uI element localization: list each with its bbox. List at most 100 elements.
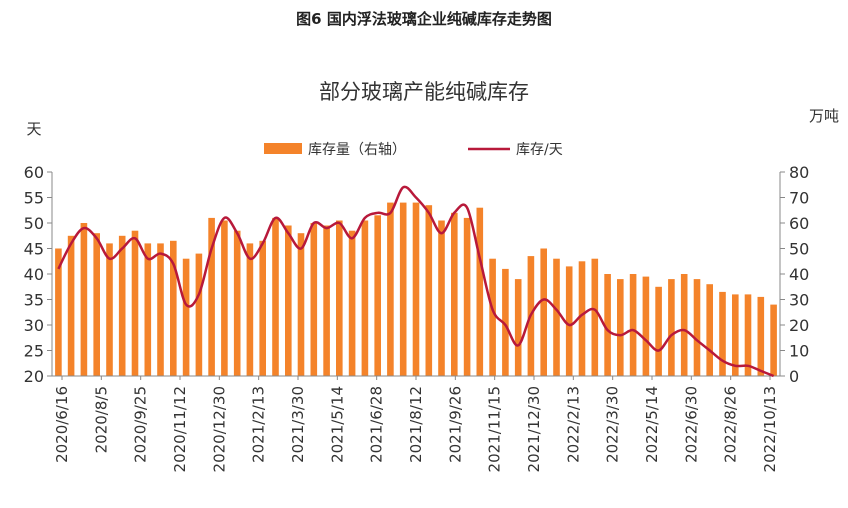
- bar: [757, 296, 765, 376]
- bar: [476, 207, 484, 376]
- bar: [629, 274, 637, 376]
- bar: [668, 279, 675, 376]
- bar: [170, 240, 177, 376]
- legend-line-label: 库存/天: [516, 142, 563, 158]
- bar: [387, 202, 394, 376]
- bar: [374, 215, 381, 376]
- x-tick-label: 2022/6/30: [682, 386, 700, 463]
- right-tick-label: 40: [789, 265, 809, 284]
- bar: [131, 230, 139, 376]
- x-tick-label: 2021/8/12: [407, 386, 425, 463]
- left-tick-label: 60: [24, 163, 44, 182]
- bar: [642, 276, 650, 376]
- bar: [732, 294, 739, 376]
- bar: [157, 243, 164, 376]
- bar: [285, 225, 292, 376]
- bar: [565, 266, 573, 376]
- right-tick-label: 50: [789, 240, 809, 259]
- left-tick-label: 20: [24, 367, 44, 386]
- x-tick-label: 2020/6/16: [53, 386, 71, 463]
- bar: [553, 258, 560, 376]
- x-tick-label: 2022/10/13: [761, 386, 779, 472]
- bar: [221, 220, 228, 376]
- right-axis-label: 万吨: [809, 107, 839, 125]
- bar: [297, 233, 305, 376]
- bar: [770, 304, 777, 376]
- bar: [706, 284, 713, 376]
- bar: [80, 223, 88, 376]
- bar: [55, 248, 62, 376]
- right-tick-label: 0: [789, 367, 799, 386]
- bar: [744, 294, 752, 376]
- bar: [348, 230, 356, 376]
- bar: [425, 205, 433, 376]
- bar: [591, 258, 599, 376]
- bar: [489, 258, 496, 376]
- bar: [502, 268, 509, 376]
- right-tick-label: 80: [789, 163, 809, 182]
- x-tick-label: 2021/9/26: [446, 386, 464, 463]
- left-tick-label: 25: [24, 342, 44, 361]
- bar: [93, 233, 100, 376]
- right-tick-label: 70: [789, 189, 809, 208]
- x-tick-label: 2021/5/14: [328, 386, 346, 463]
- x-tick-label: 2020/8/5: [92, 386, 110, 453]
- bar: [451, 212, 458, 376]
- bar: [361, 220, 369, 376]
- bar: [693, 279, 701, 376]
- bar: [259, 240, 266, 376]
- left-tick-label: 35: [24, 291, 44, 310]
- right-tick-label: 60: [789, 214, 809, 233]
- bar: [272, 217, 279, 376]
- bar: [399, 202, 407, 376]
- bar: [118, 235, 126, 377]
- bar: [655, 286, 662, 377]
- x-tick-label: 2020/12/30: [210, 386, 228, 472]
- bar: [208, 217, 215, 376]
- bar: [106, 243, 113, 376]
- left-tick-label: 30: [24, 316, 44, 335]
- x-tick-label: 2020/11/12: [171, 386, 189, 472]
- left-tick-label: 45: [24, 240, 44, 259]
- x-tick-label: 2020/9/25: [132, 386, 150, 463]
- bar: [438, 220, 445, 376]
- bar: [412, 202, 420, 376]
- bar: [719, 291, 726, 376]
- bar: [617, 279, 624, 376]
- bar: [323, 225, 330, 376]
- x-tick-label: 2021/11/15: [486, 386, 504, 472]
- bar: [540, 248, 547, 376]
- right-tick-label: 20: [789, 316, 809, 335]
- left-tick-label: 50: [24, 214, 44, 233]
- right-tick-label: 10: [789, 342, 809, 361]
- bar: [514, 279, 522, 376]
- bar: [246, 243, 254, 376]
- bar: [336, 220, 343, 376]
- bar: [182, 258, 190, 376]
- legend-bar-swatch: [264, 143, 302, 154]
- x-tick-label: 2021/2/13: [250, 386, 268, 463]
- bar: [67, 235, 75, 377]
- bar: [604, 274, 611, 376]
- right-tick-label: 30: [789, 291, 809, 310]
- bar: [578, 261, 586, 377]
- x-tick-label: 2022/5/14: [643, 386, 661, 463]
- bar: [310, 223, 318, 376]
- bar: [463, 217, 471, 376]
- chart-title: 部分玻璃产能纯碱库存: [319, 80, 529, 104]
- x-tick-label: 2021/6/28: [368, 386, 386, 463]
- x-tick-label: 2022/8/26: [722, 386, 740, 463]
- x-tick-label: 2021/3/30: [289, 386, 307, 463]
- bar: [680, 274, 688, 376]
- x-tick-label: 2021/12/30: [525, 386, 543, 472]
- x-tick-label: 2022/3/30: [604, 386, 622, 463]
- left-tick-label: 40: [24, 265, 44, 284]
- x-tick-label: 2022/2/13: [564, 386, 582, 463]
- legend-bar-label: 库存量（右轴）: [308, 142, 406, 158]
- bar: [144, 243, 152, 376]
- bar: [195, 253, 203, 376]
- left-tick-label: 55: [24, 189, 44, 208]
- bar: [233, 230, 241, 376]
- left-axis-label: 天: [26, 120, 41, 138]
